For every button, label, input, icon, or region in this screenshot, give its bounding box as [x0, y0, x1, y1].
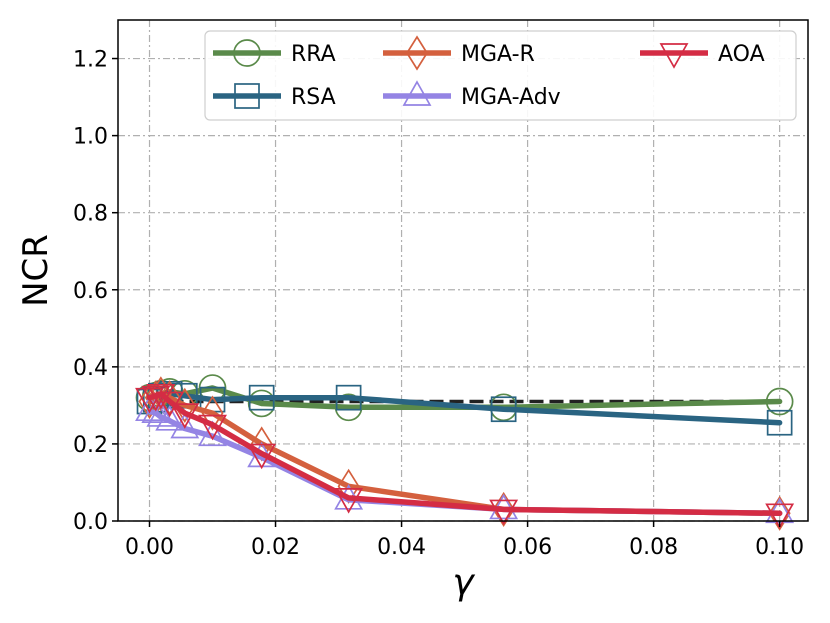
data-point: [659, 43, 689, 69]
legend-entry-rsa: RSA: [213, 83, 336, 110]
series-line: [146, 391, 783, 426]
x-tick-label: 0.02: [251, 535, 300, 560]
legend-label: RSA: [291, 85, 336, 110]
data-point: [335, 384, 362, 411]
legend-label: MGA-R: [461, 42, 535, 67]
x-tick-label: 0.00: [125, 535, 174, 560]
x-tick-label: 0.06: [503, 535, 552, 560]
y-tick-label: 0.0: [73, 510, 108, 535]
data-point: [405, 35, 429, 71]
legend-entry-mga-r: MGA-R: [383, 35, 535, 71]
legend-entry-rra: RRA: [213, 39, 336, 67]
data-point: [146, 401, 176, 427]
x-tick-label: 0.04: [377, 535, 426, 560]
series-line: [146, 391, 783, 517]
legend-label: AOA: [718, 42, 765, 67]
y-tick-label: 0.2: [73, 433, 108, 458]
data-point: [765, 503, 795, 530]
legend-entry-mga-adv: MGA-Adv: [383, 80, 561, 110]
data-point: [248, 384, 275, 411]
legend: RRA RSA MGA-R MGA-Adv AOA: [204, 30, 797, 121]
data-point: [201, 395, 224, 431]
x-tick-label: 0.08: [629, 535, 678, 560]
y-tick-label: 0.6: [73, 279, 108, 304]
data-point: [198, 420, 227, 447]
data-point: [247, 443, 277, 470]
series-aoa: [135, 383, 795, 530]
data-point: [155, 405, 185, 431]
data-point: [234, 83, 260, 109]
data-point: [490, 396, 517, 423]
y-tick-label: 1.2: [73, 48, 108, 73]
data-point: [492, 491, 515, 528]
data-point: [170, 403, 200, 429]
y-tick-label: 0.8: [73, 202, 108, 227]
data-point: [765, 387, 794, 416]
y-tick-label: 1.0: [73, 125, 108, 150]
legend-entry-aoa: AOA: [640, 42, 765, 69]
data-point: [233, 39, 261, 67]
series-line: [146, 391, 783, 517]
plot-frame: [117, 19, 809, 522]
data-point: [402, 80, 432, 106]
data-point: [170, 412, 200, 439]
x-axis-label: γ: [452, 562, 475, 603]
data-point: [247, 389, 276, 418]
y-axis-label: NCR: [16, 234, 56, 307]
legend-label: MGA-Adv: [461, 85, 561, 110]
legend-label: RRA: [291, 42, 336, 67]
axis-ticks: 0.00 0.02 0.04 0.06 0.08 0.10 0.0 0.2 0.4 0.6 0.8 1…: [73, 48, 804, 560]
x-tick-label: 0.10: [755, 535, 804, 560]
data-point: [489, 499, 519, 526]
data-point: [146, 383, 176, 410]
y-tick-label: 0.4: [73, 356, 108, 381]
data-point: [334, 393, 363, 422]
data-point: [198, 414, 227, 441]
data-point: [768, 495, 791, 531]
series-group: [135, 374, 795, 531]
data-point: [141, 385, 171, 412]
data-point: [334, 488, 364, 514]
series-line: [146, 408, 783, 517]
data-point: [766, 409, 793, 436]
